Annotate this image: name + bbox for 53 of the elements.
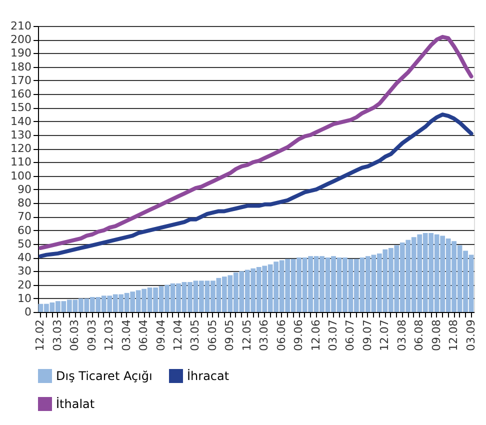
legend-label: İthalat [56,397,95,411]
x-tick-label: 09.08 [430,320,443,351]
x-tick-label: 09.07 [360,320,374,351]
x-tick-label: 06.07 [344,320,357,351]
line-series [38,112,474,258]
x-tick-label: 09.05 [223,320,236,351]
y-tick-label: 200 [10,33,32,46]
y-tick-label: 50 [18,237,32,250]
y-tick-label: 120 [10,142,32,156]
y-tick-label: 150 [10,101,32,114]
legend-label: Dış Ticaret Açığı [56,369,152,383]
x-tick-label: 12.08 [447,320,460,351]
x-tick-label: 06.03 [68,320,82,351]
y-tick-label: 30 [18,264,32,278]
line-series [38,34,474,250]
x-tick-label: 03.07 [326,320,340,351]
x-tick-label: 09.06 [292,320,306,351]
y-tick-label: 60 [18,224,32,237]
x-tick-label: 03.03 [50,320,64,351]
y-tick-label: 190 [10,46,32,60]
x-tick-label: 06.06 [274,320,288,351]
y-tick-label: 140 [10,114,32,128]
y-tick-label: 180 [10,60,32,74]
y-tick-label: 0 [24,306,32,318]
x-tick-label: 03.09 [464,320,478,351]
y-tick-label: 90 [18,182,32,196]
y-tick-label: 130 [10,128,32,142]
y-tick-label: 160 [10,88,32,101]
y-tick-label: 10 [18,292,32,305]
legend-label: İhracat [187,369,230,383]
y-tick-label: 70 [18,210,32,224]
x-tick-label: 06.04 [137,320,150,351]
x-tick-label: 12.06 [309,320,322,351]
x-tick-label: 09.03 [85,320,98,351]
x-tick-label: 12.02 [34,320,47,351]
y-tick-label: 20 [18,278,32,292]
x-tick-label: 03.08 [395,320,408,351]
x-tick-label: 12.03 [102,320,116,351]
y-tick-label: 210 [10,20,32,32]
x-tick-label: 03.05 [188,320,202,351]
y-tick-label: 100 [10,169,32,182]
x-tick-label: 06.05 [206,320,219,351]
y-tick-label: 80 [18,196,32,210]
x-tick-label: 03.06 [258,320,271,351]
y-tick-label: 170 [10,74,32,87]
y-tick-label: 40 [18,251,32,264]
x-tick-label: 09.04 [154,320,168,351]
x-tick-label: 12.04 [172,320,184,351]
x-tick-label: 03.04 [120,320,133,351]
x-tick-label: 12.05 [240,320,254,351]
y-tick-label: 110 [10,156,32,169]
x-tick-label: 06.08 [412,320,426,351]
x-tick-label: 12.07 [378,320,392,351]
